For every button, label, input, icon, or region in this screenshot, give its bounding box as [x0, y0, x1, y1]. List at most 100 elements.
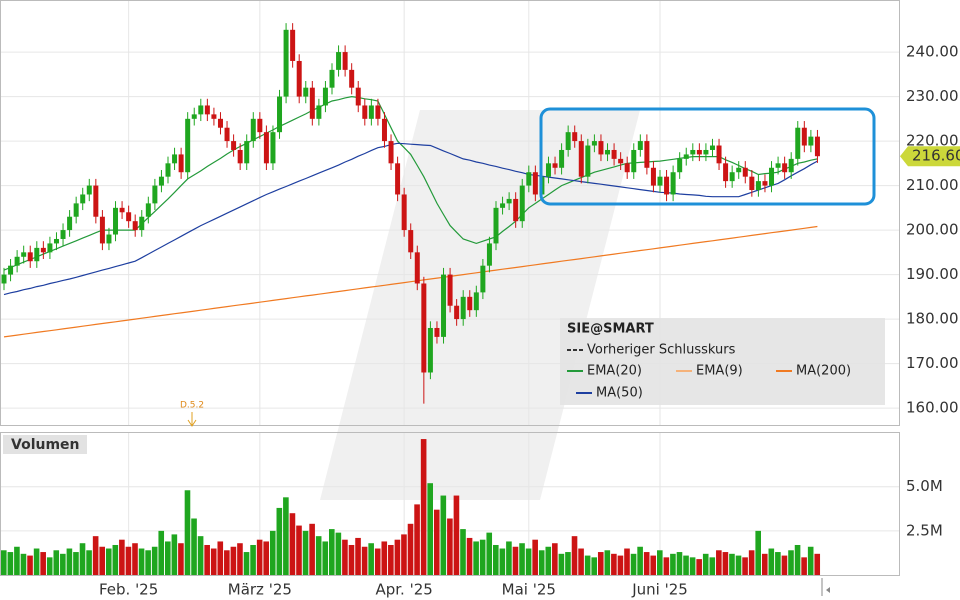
candle-body: [677, 158, 683, 173]
volume-bar: [597, 552, 604, 575]
y-tick-label: 200.00: [906, 221, 959, 239]
volume-bar: [604, 550, 611, 575]
candle-body: [388, 141, 394, 164]
candle-body: [591, 141, 597, 146]
candle-body: [664, 176, 670, 195]
candle-body: [349, 69, 355, 88]
candle-body: [480, 265, 486, 293]
volume-bar: [60, 553, 66, 575]
candle-body: [709, 145, 715, 150]
candle-body: [749, 176, 755, 191]
volume-bar: [112, 544, 119, 575]
volume-bar: [361, 546, 368, 575]
x-tick-label: März '25: [228, 581, 292, 599]
volume-bar: [630, 553, 637, 575]
volume-bar: [86, 550, 92, 575]
y-tick-label: 170.00: [906, 354, 959, 372]
x-tick-label: Juni '25: [631, 581, 688, 599]
candle-body: [467, 296, 473, 311]
candle-body: [80, 194, 86, 204]
volume-bar: [571, 536, 578, 575]
volume-bar: [709, 557, 716, 575]
candle-body: [27, 252, 33, 262]
candle-body: [362, 105, 368, 119]
volume-bar: [742, 557, 748, 575]
candle-body: [185, 118, 191, 173]
volume-bar: [624, 548, 630, 575]
candle-body: [441, 274, 447, 337]
volume-bar: [558, 553, 565, 575]
candle-body: [191, 114, 197, 119]
candle-body: [690, 149, 696, 155]
volume-bar: [197, 536, 204, 575]
watermark: [320, 110, 640, 500]
volume-bar: [702, 553, 709, 575]
candle-body: [736, 167, 742, 173]
volume-bar: [204, 544, 210, 575]
volume-bar: [453, 495, 460, 575]
candle-body: [178, 154, 184, 173]
volume-bar: [689, 557, 696, 575]
volume-bar: [584, 555, 591, 575]
volume-bar: [801, 557, 807, 575]
volume-bar: [716, 550, 722, 575]
y-tick-label: 5.0M: [906, 477, 943, 495]
volume-bar: [420, 439, 427, 575]
volume-bar: [591, 557, 597, 575]
candle-body: [585, 145, 591, 177]
volume-bar: [545, 546, 552, 575]
volume-bar: [46, 557, 53, 575]
volume-bar: [683, 555, 689, 575]
candle-body: [703, 149, 709, 155]
candle-body: [86, 185, 92, 195]
volume-bar: [538, 550, 545, 575]
legend-label: EMA(20): [587, 364, 642, 379]
candle-body: [460, 296, 466, 320]
volume-bar: [276, 507, 283, 575]
candle-body: [73, 203, 79, 217]
candle-body: [152, 185, 158, 204]
candle-body: [578, 141, 584, 177]
volume-bar: [748, 550, 755, 575]
scroll-arrow[interactable]: [826, 587, 830, 593]
candle-body: [257, 118, 263, 133]
candle-body: [545, 163, 551, 177]
highlight-box: [539, 107, 876, 206]
volume-bar: [781, 555, 788, 575]
candle-body: [290, 29, 296, 61]
volume-bar: [14, 546, 20, 575]
candle-body: [381, 118, 387, 142]
volume-bar: [794, 544, 801, 575]
volume-bar: [217, 541, 224, 575]
candle-body: [650, 167, 656, 186]
candle-body: [716, 145, 722, 164]
volume-bar: [374, 548, 381, 575]
volume-bar: [230, 546, 237, 575]
volume-bar: [414, 504, 420, 575]
candle-body: [670, 172, 676, 195]
candle-body: [263, 132, 269, 164]
candle-body: [769, 167, 775, 186]
volume-bar: [165, 541, 171, 575]
candle-body: [605, 149, 611, 155]
volume-bar: [768, 548, 775, 575]
candle-body: [513, 198, 519, 222]
volume-bar: [283, 497, 289, 575]
candle-body: [434, 327, 440, 337]
volume-bar: [66, 548, 73, 575]
volume-bar: [250, 544, 256, 575]
volume-bar: [322, 541, 329, 575]
volume-bar: [33, 548, 40, 575]
candle-body: [421, 283, 427, 373]
volume-bar: [289, 513, 296, 575]
ma-line: [3, 225, 818, 338]
volume-bar: [473, 541, 479, 575]
volume-bar: [466, 537, 473, 575]
volume-bar: [1, 550, 7, 575]
candle-body: [552, 163, 558, 168]
candle-body: [408, 230, 414, 253]
candle-body: [53, 238, 59, 244]
candle-body: [231, 141, 237, 150]
candle-body: [165, 163, 171, 177]
candle-body: [447, 274, 453, 306]
